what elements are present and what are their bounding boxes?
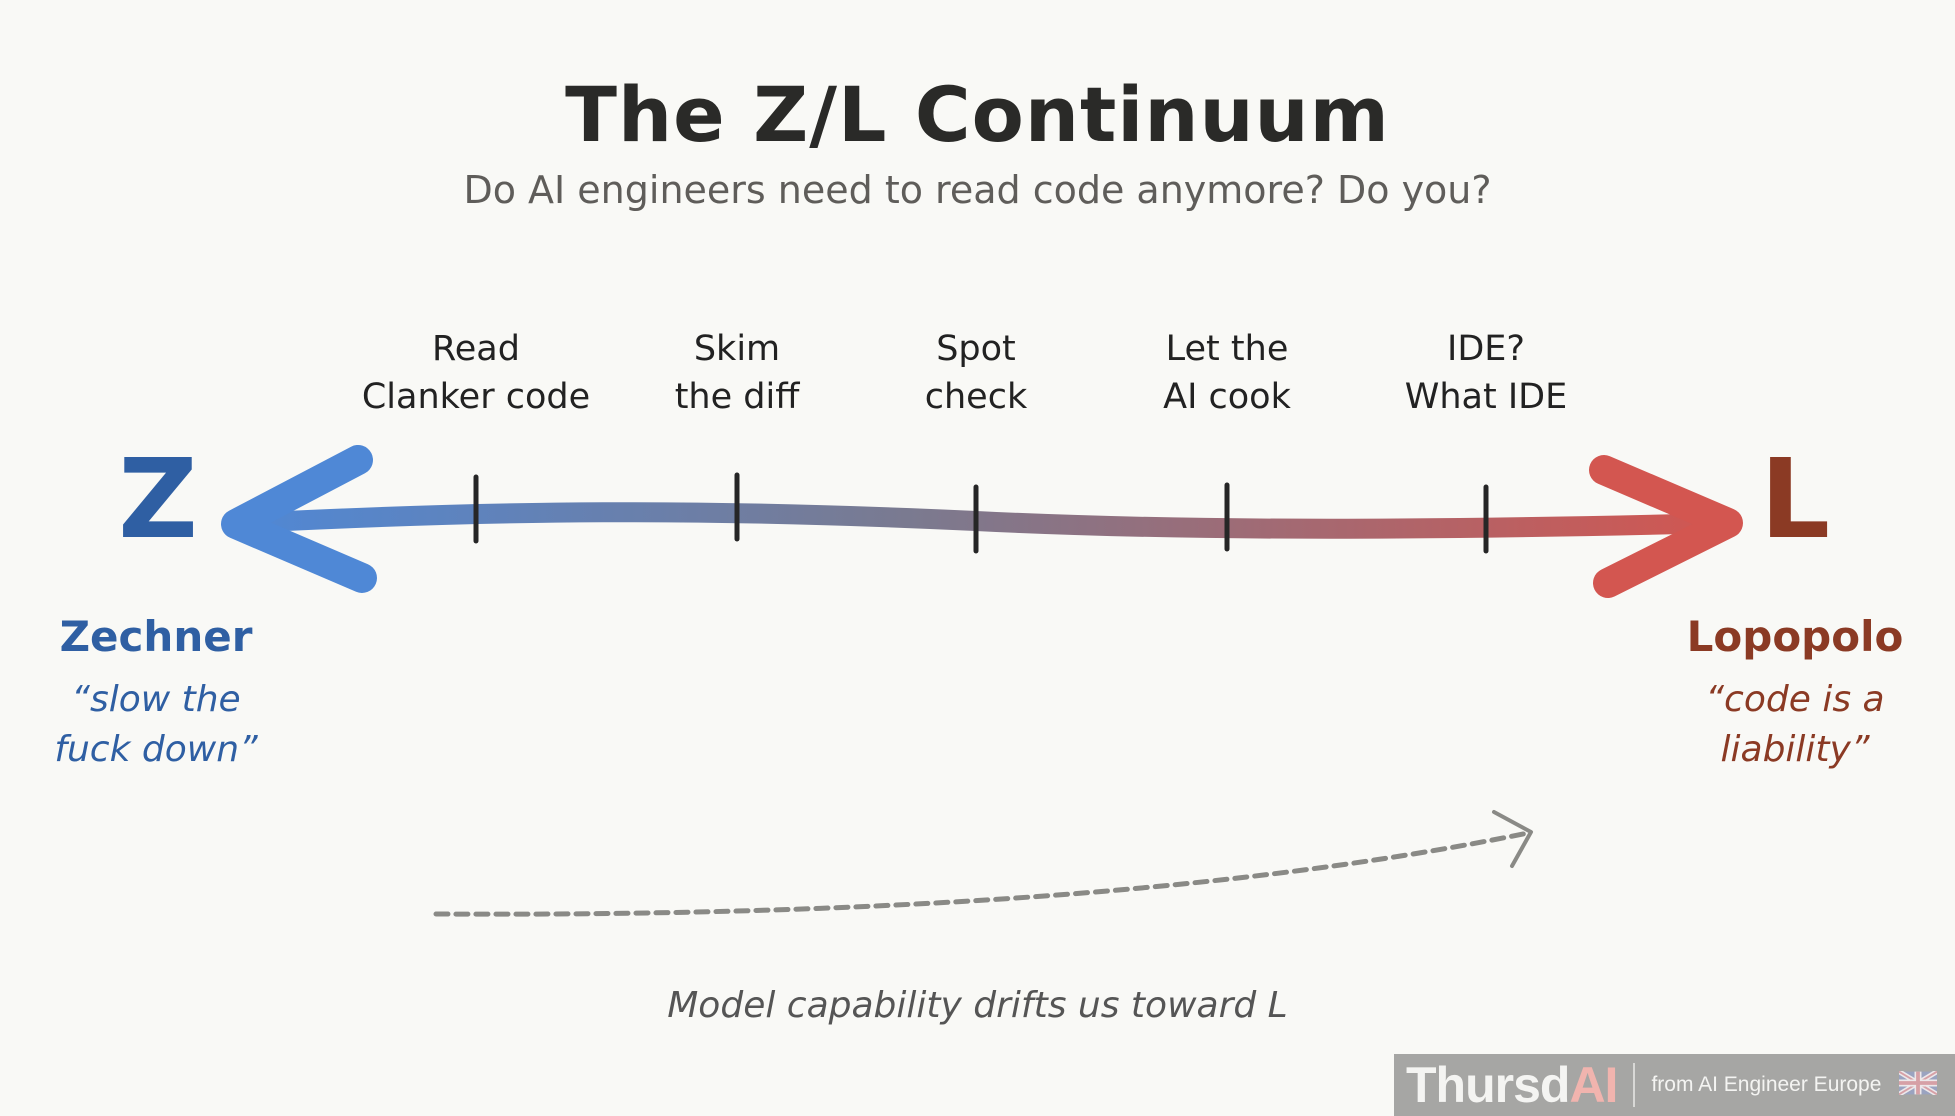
right-arrowhead-icon bbox=[1589, 455, 1743, 598]
z-letter: Z bbox=[118, 435, 198, 563]
quote-line2: fuck down” bbox=[54, 729, 258, 770]
stop-label-line2: check bbox=[924, 377, 1028, 417]
stop-label-line1: IDE? bbox=[1447, 329, 1525, 369]
drift-caption: Model capability drifts us toward L bbox=[667, 985, 1288, 1026]
tick-marks bbox=[473, 472, 1489, 554]
drift-arrow bbox=[433, 810, 1533, 917]
brand-prefix: Thursd bbox=[1406, 1057, 1570, 1113]
page-subtitle: Do AI engineers need to read code anymor… bbox=[463, 168, 1492, 212]
lopopolo-quote: “code is a liability” bbox=[1665, 675, 1925, 775]
stop-label-read: Read Clanker code bbox=[346, 325, 606, 421]
page-title: The Z/L Continuum bbox=[565, 70, 1390, 159]
stop-label-skim: Skim the diff bbox=[607, 325, 867, 421]
continuum-line bbox=[235, 502, 1735, 539]
quote-line2: liability” bbox=[1720, 729, 1870, 770]
stop-label-line2: the diff bbox=[674, 377, 800, 417]
banner-tagline: from AI Engineer Europe bbox=[1651, 1073, 1882, 1096]
stop-label-line2: AI cook bbox=[1163, 377, 1291, 417]
brand-logo: ThursdAI bbox=[1406, 1056, 1618, 1114]
quote-line1: “slow the bbox=[71, 679, 241, 720]
stop-label-spot-check: Spot check bbox=[846, 325, 1106, 421]
stop-label-line1: Skim bbox=[693, 329, 781, 369]
stop-label-line1: Spot bbox=[936, 329, 1016, 369]
stop-label-line1: Read bbox=[432, 329, 520, 369]
uk-flag-icon bbox=[1898, 1069, 1939, 1099]
quote-line1: “code is a bbox=[1705, 679, 1885, 720]
stop-label-let-ai-cook: Let the AI cook bbox=[1097, 325, 1357, 421]
zechner-name: Zechner bbox=[59, 612, 253, 661]
event-banner: ThursdAI from AI Engineer Europe bbox=[1394, 1054, 1955, 1116]
zechner-quote: “slow the fuck down” bbox=[26, 675, 286, 775]
stop-label-line2: Clanker code bbox=[361, 377, 591, 417]
left-arrowhead-icon bbox=[221, 445, 377, 593]
stop-label-line1: Let the bbox=[1165, 329, 1289, 369]
lopopolo-name: Lopopolo bbox=[1686, 612, 1904, 661]
banner-divider bbox=[1633, 1063, 1636, 1107]
brand-suffix: AI bbox=[1569, 1057, 1618, 1113]
stop-label-line2: What IDE bbox=[1404, 377, 1568, 417]
drift-arrowhead-icon bbox=[1492, 810, 1533, 868]
l-letter: L bbox=[1759, 435, 1831, 563]
stop-label-what-ide: IDE? What IDE bbox=[1356, 325, 1616, 421]
